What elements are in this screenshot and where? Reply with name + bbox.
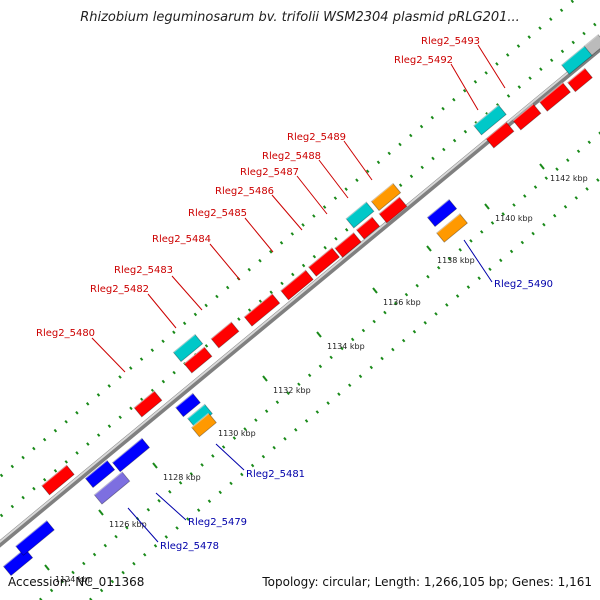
gene-label-reverse[interactable]: Rleg2_5490 — [494, 279, 553, 290]
gene-feature-forward[interactable] — [308, 247, 340, 277]
gene-feature-backbone-bevel — [583, 34, 599, 47]
gene-feature-teal-bevel — [561, 45, 586, 66]
gene-label-forward[interactable]: Rleg2_5489 — [287, 132, 346, 143]
gene-feature-reverse-bevel — [15, 520, 48, 547]
leader-line — [209, 243, 241, 281]
tick-mark — [262, 375, 268, 382]
tick-label: 1132 kbp — [273, 386, 311, 395]
gene-label-forward[interactable]: Rleg2_5484 — [152, 234, 211, 245]
gene-feature-forward-bevel — [280, 269, 306, 292]
feature-track — [2, 34, 600, 577]
leader-line — [147, 293, 177, 329]
gene-feature-orange-bevel — [370, 182, 394, 202]
gene-feature-orange-bevel — [436, 213, 461, 234]
gene-feature-forward-bevel — [334, 232, 354, 249]
gene-labels: Rleg2_5480 Rleg2_5482 Rleg2_5483 Rleg2_5484… — [36, 36, 553, 552]
tick-label: 1124 kbp — [55, 575, 93, 584]
leader-line — [91, 337, 126, 373]
gene-feature-teal-bevel — [345, 201, 367, 220]
kbp-ruler: 1124 kbp 1126 kbp 1128 kbp 1130 kbp 1132 kbp… — [44, 163, 588, 584]
gene-feature-teal-bevel — [172, 333, 196, 353]
gene-label-reverse[interactable]: Rleg2_5479 — [188, 517, 247, 528]
gene-feature-forward-bevel — [512, 103, 534, 122]
gene-feature-forward-bevel — [355, 216, 373, 231]
gene-label-reverse[interactable]: Rleg2_5481 — [246, 469, 305, 480]
slot-guide-4 — [89, 176, 600, 600]
tick-mark — [44, 564, 50, 571]
gene-label-forward[interactable]: Rleg2_5487 — [240, 167, 299, 178]
accession-text: Accession: NC_011368 — [8, 575, 145, 589]
gene-feature-reverse-bevel — [426, 198, 450, 218]
gene-feature-orange-bevel — [191, 412, 210, 428]
gene-label-forward[interactable]: Rleg2_5483 — [114, 265, 173, 276]
gene-feature-forward-bevel — [210, 321, 232, 340]
tick-label: 1126 kbp — [109, 520, 147, 529]
tick-mark — [152, 462, 158, 469]
leader-line — [127, 507, 159, 543]
slot-guide-2 — [0, 18, 600, 519]
gene-feature-forward-bevel — [133, 390, 155, 409]
slot-guide-1 — [0, 0, 577, 479]
gene-label-forward[interactable]: Rleg2_5492 — [394, 55, 453, 66]
gene-label-forward[interactable]: Rleg2_5493 — [421, 36, 480, 47]
tick-label: 1128 kbp — [163, 473, 201, 482]
gene-label-forward[interactable]: Rleg2_5485 — [188, 208, 247, 219]
leader-line — [244, 217, 274, 253]
tick-label: 1136 kbp — [383, 298, 421, 307]
leader-line — [271, 194, 303, 231]
tick-mark — [98, 509, 104, 516]
gene-label-forward[interactable]: Rleg2_5486 — [215, 186, 274, 197]
tick-label: 1142 kbp — [550, 174, 588, 183]
leader-line — [477, 44, 506, 89]
tick-label: 1140 kbp — [495, 214, 533, 223]
gene-feature-forward-bevel — [539, 82, 564, 103]
leader-line — [215, 443, 245, 471]
gene-feature-forward-bevel — [243, 293, 273, 318]
tick-mark — [484, 203, 490, 210]
tick-label: 1134 kbp — [327, 342, 365, 351]
leader-line — [155, 492, 187, 521]
gene-feature-forward-bevel — [567, 67, 586, 83]
gene-feature-reverse-bevel — [175, 392, 194, 408]
tick-label: 1130 kbp — [218, 429, 256, 438]
leader-line — [450, 63, 479, 111]
map-title: Rhizobium leguminosarum bv. trifolii WSM… — [80, 10, 520, 25]
leader-line — [296, 175, 328, 215]
gene-feature-reverse-bevel — [84, 459, 108, 479]
tick-mark — [316, 331, 322, 338]
gene-label-forward[interactable]: Rleg2_5482 — [90, 284, 149, 295]
tick-label: 1138 kbp — [437, 256, 475, 265]
gene-feature-purple-bevel — [93, 471, 123, 496]
gene-feature-forward-bevel — [308, 247, 333, 268]
leader-line — [463, 239, 493, 283]
tick-mark — [539, 163, 545, 170]
gene-label-forward[interactable]: Rleg2_5480 — [36, 328, 95, 339]
gene-feature-forward-bevel — [485, 121, 507, 140]
gene-feature-teal-bevel — [473, 104, 499, 127]
gene-feature-reverse-bevel — [112, 437, 143, 464]
genome-summary: Topology: circular; Length: 1,266,105 bp… — [262, 575, 592, 589]
leader-line — [343, 140, 373, 181]
tick-mark — [372, 287, 378, 294]
tick-mark — [426, 245, 432, 252]
leader-line — [171, 275, 203, 311]
gene-label-forward[interactable]: Rleg2_5488 — [262, 151, 321, 162]
gene-feature-teal-bevel — [187, 403, 206, 419]
gene-feature-forward-bevel — [41, 464, 67, 487]
leader-line — [318, 159, 349, 199]
gene-feature-forward-bevel — [378, 196, 400, 215]
gene-label-reverse[interactable]: Rleg2_5478 — [160, 541, 219, 552]
gene-feature-forward-bevel — [183, 346, 205, 365]
